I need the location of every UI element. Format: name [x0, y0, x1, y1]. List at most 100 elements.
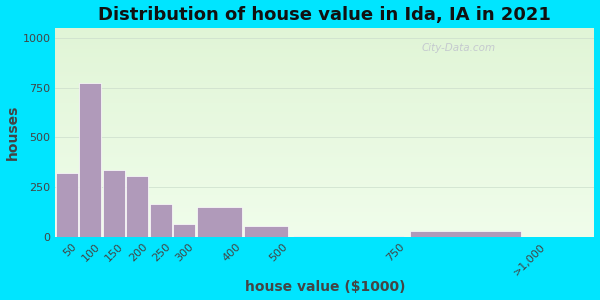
Bar [55, 101, 595, 103]
Bar [55, 218, 595, 220]
Bar [55, 145, 595, 147]
Bar [55, 72, 595, 74]
Bar [55, 51, 595, 53]
Bar [55, 120, 595, 122]
Bar [55, 214, 595, 216]
Y-axis label: houses: houses [5, 105, 20, 160]
Bar [55, 122, 595, 124]
Bar [55, 30, 595, 32]
Bar [55, 224, 595, 226]
Bar [55, 93, 595, 95]
Bar [55, 49, 595, 51]
Bar [173, 224, 195, 237]
Bar [55, 195, 595, 197]
Bar [55, 130, 595, 132]
Bar [55, 185, 595, 187]
Bar [55, 99, 595, 101]
Bar [55, 95, 595, 97]
Bar [55, 36, 595, 38]
Bar [55, 187, 595, 189]
Bar [55, 65, 595, 68]
Bar [55, 134, 595, 136]
Bar [55, 191, 595, 193]
Bar [55, 76, 595, 78]
Bar [55, 43, 595, 45]
Bar [55, 82, 595, 84]
Bar [55, 38, 595, 40]
Bar [55, 74, 595, 76]
Text: City-Data.com: City-Data.com [422, 43, 496, 52]
Bar [55, 170, 595, 172]
Bar [55, 176, 595, 178]
Bar [103, 170, 125, 237]
Bar [55, 118, 595, 120]
Bar [55, 155, 595, 158]
Bar [55, 47, 595, 49]
Bar [197, 207, 242, 237]
Bar [55, 201, 595, 203]
Bar [55, 183, 595, 185]
Bar [55, 80, 595, 82]
Bar [55, 141, 595, 143]
Bar [55, 59, 595, 61]
Bar [293, 236, 404, 237]
Bar [55, 229, 595, 231]
Bar [55, 178, 595, 181]
Bar [55, 86, 595, 88]
Bar [55, 233, 595, 235]
Bar [55, 88, 595, 91]
Bar [55, 210, 595, 212]
Bar [55, 168, 595, 170]
Bar [55, 68, 595, 70]
Bar [55, 55, 595, 57]
Bar [55, 116, 595, 118]
Bar [55, 160, 595, 162]
Bar [55, 34, 595, 36]
Bar [55, 136, 595, 139]
Bar [55, 197, 595, 199]
Bar [55, 189, 595, 191]
Bar [55, 147, 595, 149]
Bar [244, 226, 289, 237]
Title: Distribution of house value in Ida, IA in 2021: Distribution of house value in Ida, IA i… [98, 6, 551, 24]
Bar [55, 151, 595, 153]
Bar [55, 45, 595, 47]
Bar [56, 173, 78, 237]
Bar [55, 231, 595, 233]
Bar [55, 53, 595, 55]
Bar [149, 204, 172, 237]
Bar [55, 97, 595, 99]
Bar [55, 126, 595, 128]
Bar [55, 149, 595, 151]
Bar [55, 84, 595, 86]
Bar [55, 203, 595, 206]
Bar [55, 103, 595, 105]
Bar [55, 226, 595, 229]
Bar [55, 199, 595, 201]
Bar [55, 172, 595, 174]
Bar [55, 132, 595, 134]
Bar [55, 216, 595, 218]
Bar [55, 143, 595, 145]
Bar [55, 91, 595, 93]
Bar [55, 162, 595, 164]
Bar [55, 57, 595, 59]
Bar [55, 222, 595, 224]
Bar [55, 174, 595, 176]
Bar [55, 158, 595, 160]
Bar [55, 61, 595, 63]
Bar [55, 105, 595, 107]
X-axis label: house value ($1000): house value ($1000) [245, 280, 405, 294]
Bar [55, 235, 595, 237]
Bar [55, 139, 595, 141]
Bar [55, 208, 595, 210]
Bar [79, 82, 101, 237]
Bar [55, 40, 595, 43]
Bar [55, 28, 595, 30]
Bar [55, 32, 595, 34]
Bar [55, 193, 595, 195]
Bar [126, 176, 148, 237]
Bar [55, 181, 595, 183]
Bar [55, 112, 595, 114]
Bar [55, 114, 595, 116]
